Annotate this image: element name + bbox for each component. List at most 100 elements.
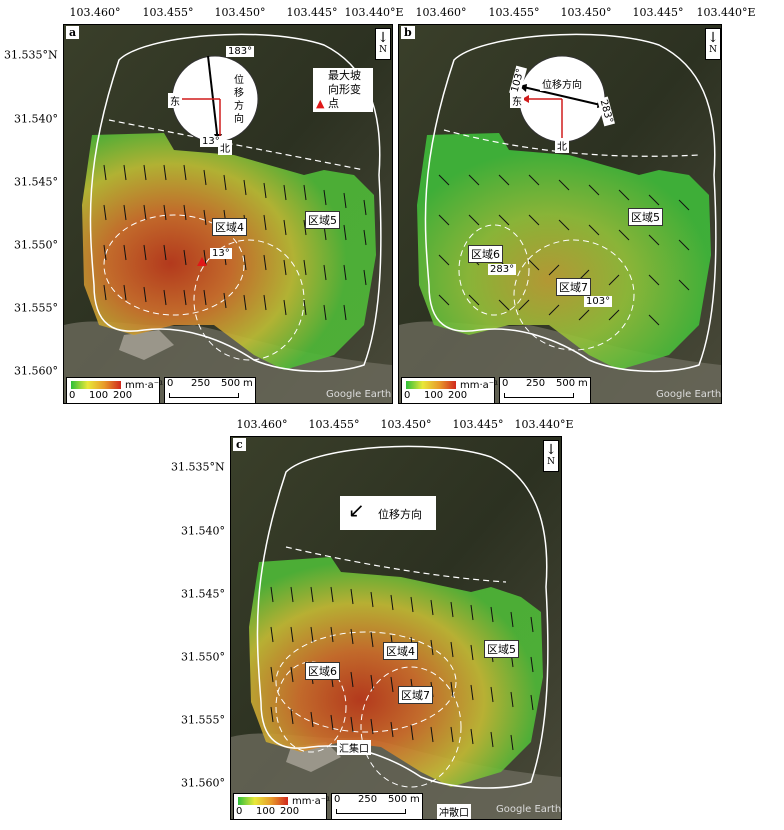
vector-field [438,174,690,326]
legend-mid: 100 [424,390,444,401]
scale-zero: 0 [502,378,509,389]
north-arrow-label: N [547,457,555,467]
max-slope-legend: ▲ 最大坡向形变点 [313,68,373,112]
lon-tick: 103.440°E [514,418,574,431]
direction-text: 位移方向 [540,76,584,91]
color-bar [238,797,288,805]
max-slope-text: 最大坡向形变点 [327,69,361,110]
panel-label: a [66,26,80,39]
color-legend: 0 100 200 mm·a⁻¹ [233,793,331,820]
zone-6-label: 区域6 [305,662,340,680]
scale-end: 500 [221,378,241,389]
scale-line [504,393,574,398]
panel-a: 103.460° 103.455° 103.450° 103.445° 103.… [0,0,404,410]
legend-min: 0 [236,806,243,817]
lon-tick: 103.460° [415,6,467,19]
lon-tick: 103.445° [452,418,504,431]
north-arrow-label: N [709,45,717,55]
zone-5-label: 区域5 [628,208,663,226]
zone-5-label: 区域5 [484,640,519,658]
scale-unit: m [243,378,253,389]
lat-tick: 31.535°N [4,48,58,62]
triangle-icon: ▲ [316,97,325,110]
legend-unit: mm·a⁻¹ [125,380,164,391]
north-arrow-label: N [379,45,387,55]
degree-label-top: 183° [226,46,255,57]
displacement-direction-box: ↙ 位移方向 [340,496,436,530]
lat-tick: 31.555° [181,713,225,727]
degree-label-bottom: 13° [200,136,222,147]
lat-tick: 31.560° [181,776,225,790]
lat-tick: 31.560° [14,364,58,378]
scale-unit: m [578,378,588,389]
lon-tick: 103.450° [380,418,432,431]
scale-end: 500 [388,794,408,805]
zone-7-label: 区域7 [556,278,591,296]
max-deformation-marker [197,257,207,266]
color-bar [71,381,121,389]
lat-tick: 31.545° [181,587,225,601]
color-bar [406,381,456,389]
scale-zero: 0 [334,794,341,805]
north-arrow: ↓ N [543,440,559,472]
lon-tick: 103.455° [142,6,194,19]
lon-tick: 103.440°E [696,6,756,19]
lon-tick: 103.450° [214,6,266,19]
color-legend: 0 100 200 mm·a⁻¹ [66,377,164,404]
panel-c: 103.460° 103.455° 103.450° 103.445° 103.… [0,412,784,830]
zone-5-label: 区域5 [305,211,340,229]
north-arrow-icon: ↓ [707,30,719,46]
lat-tick: 31.540° [181,524,225,538]
zone-7-angle: 103° [584,296,613,307]
source-credit: Google Earth [656,389,722,400]
lon-tick: 103.445° [632,6,684,19]
lon-tick: 103.460° [69,6,121,19]
lat-tick: 31.550° [181,650,225,664]
sw-arrow-icon: ↙ [348,498,365,522]
place-label-outlet: 汇集口 [337,740,371,755]
east-label: 东 [510,93,524,108]
place-label-dispersal: 冲散口 [437,804,471,819]
legend-unit: mm·a⁻¹ [292,796,331,807]
panel-label: b [401,26,415,39]
scale-line [169,393,239,398]
scale-mid: 250 [358,794,378,805]
lon-tick: 103.440°E [344,6,404,19]
legend-max: 200 [280,806,300,817]
scale-unit: m [410,794,420,805]
panel-label: c [233,438,246,451]
scale-bar: 0 250 500 m [331,793,423,820]
scale-line [336,809,406,814]
lat-tick: 31.545° [14,175,58,189]
north-arrow: ↓ N [375,28,391,60]
direction-rose [518,55,606,143]
zone-4-label: 区域4 [383,642,418,660]
lon-tick: 103.455° [308,418,360,431]
north-arrow-icon: ↓ [377,30,389,46]
legend-unit: mm·a⁻¹ [460,380,499,391]
north-arrow-icon: ↓ [545,442,557,458]
scale-zero: 0 [167,378,174,389]
legend-min: 0 [404,390,411,401]
zone-4-label: 区域4 [212,218,247,236]
scale-bar: 0 250 500 m [164,377,256,404]
zone-angle-label: 13° [210,248,232,259]
source-credit: Google Earth [326,389,392,400]
scale-end: 500 [556,378,576,389]
source-credit: Google Earth [496,804,562,815]
zone-6-angle: 283° [488,264,517,275]
scale-mid: 250 [191,378,211,389]
direction-text: 位移方向 [378,508,422,521]
scale-mid: 250 [526,378,546,389]
direction-text: 位移方向 [232,74,248,126]
lat-tick: 31.550° [14,238,58,252]
lat-tick: 31.540° [14,112,58,126]
panel-b: 103.460° 103.455° 103.450° 103.445° 103.… [392,0,784,410]
legend-max: 200 [113,390,133,401]
zone-6-label: 区域6 [468,245,503,263]
lon-tick: 103.460° [236,418,288,431]
legend-max: 200 [448,390,468,401]
color-legend: 0 100 200 mm·a⁻¹ [401,377,499,404]
zone-7-label: 区域7 [398,686,433,704]
map-svg [231,437,561,819]
